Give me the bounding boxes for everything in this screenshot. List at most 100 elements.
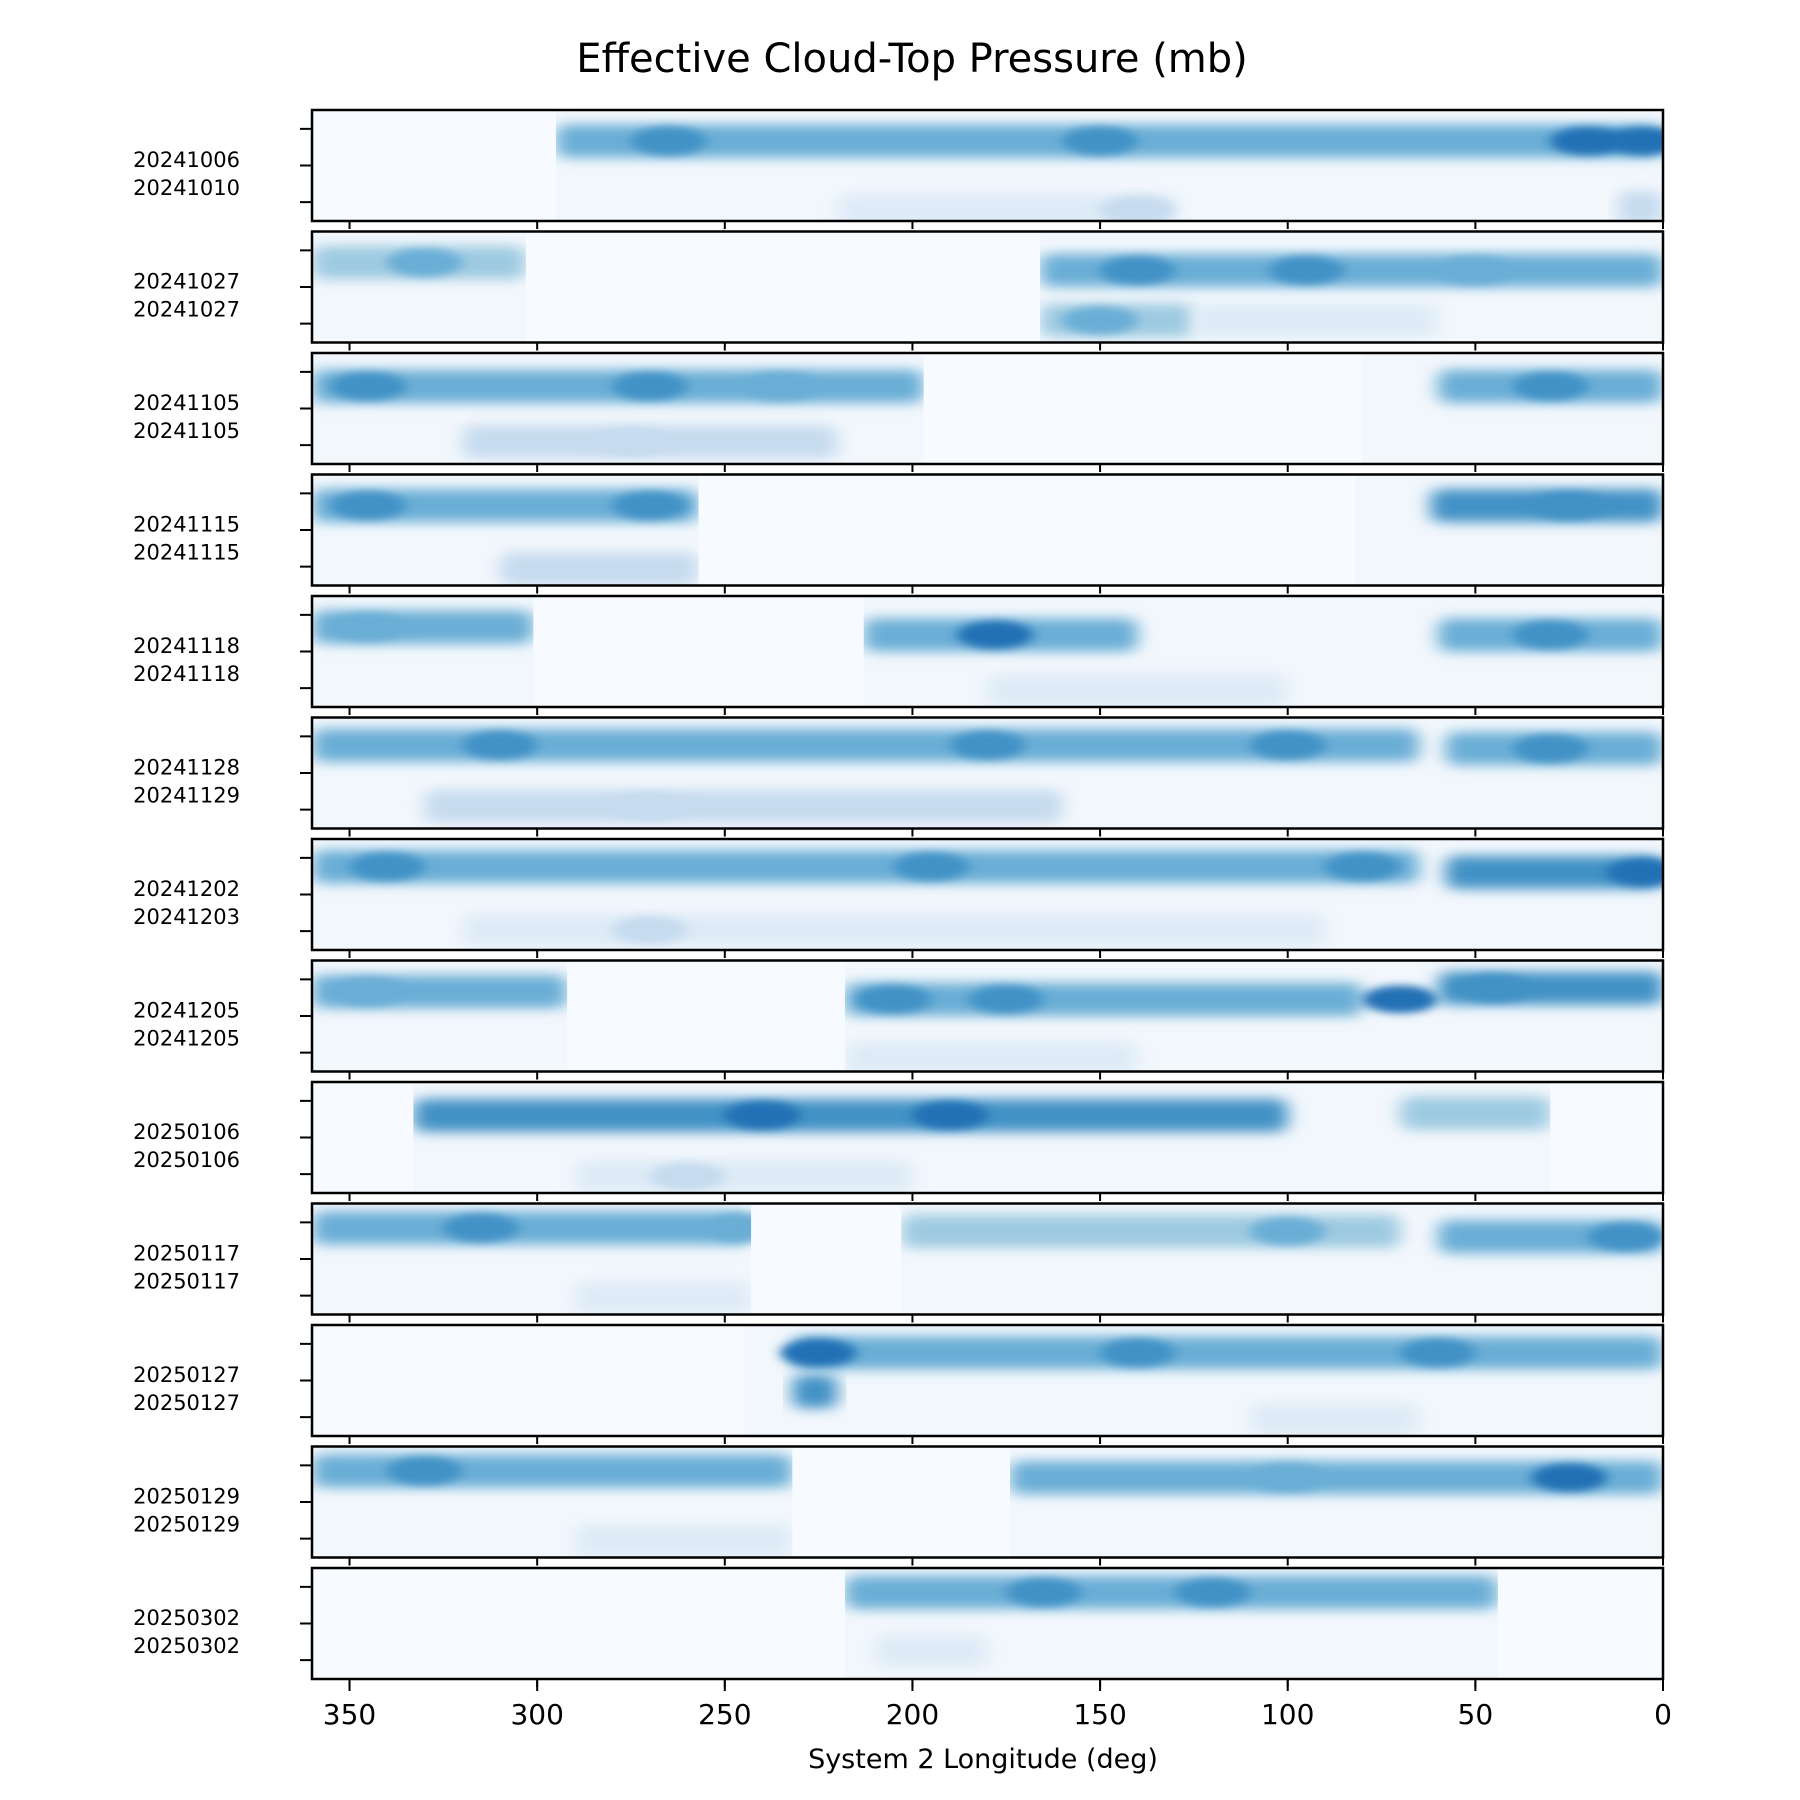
x-tick-label: 0 [1654, 1698, 1672, 1731]
heatmap-panel: 20241027 20241027 [133, 230, 1665, 351]
panel-date-label: 20250129 [133, 1485, 240, 1509]
cloud-peak [1606, 858, 1663, 887]
cloud-peak [1549, 127, 1626, 156]
panel-date-label: 20241202 [133, 877, 240, 901]
cloud-peak [1005, 1578, 1082, 1607]
cloud-peak [649, 1162, 726, 1191]
panel-date-label: 20250106 [133, 1120, 240, 1144]
cloud-peak [1512, 620, 1589, 649]
no-data-region [1497, 1568, 1663, 1679]
cloud-band [574, 1524, 793, 1558]
x-tick-label: 250 [698, 1698, 751, 1731]
cloud-peak [330, 977, 407, 1006]
no-data-region [1550, 1082, 1663, 1193]
cloud-peak [630, 127, 707, 156]
panel-date-label: 20241027 [133, 298, 240, 322]
heatmap-panel: 20250302 20250302 [133, 1566, 1665, 1687]
cloud-peak [893, 852, 970, 881]
cloud-peak [1437, 256, 1514, 285]
cloud-peak [1456, 974, 1533, 1003]
cloud-band [844, 1575, 1498, 1610]
heatmap-panel: 20250127 20250127 [133, 1323, 1665, 1444]
heatmap-panel: 20241202 20241203 [133, 837, 1665, 958]
x-tick-label: 150 [1073, 1698, 1126, 1731]
no-data-region [923, 353, 1363, 464]
cloud-peak [957, 620, 1034, 649]
cloud-band [499, 552, 699, 586]
cloud-peak [330, 491, 407, 520]
no-data-region [312, 1325, 744, 1436]
heatmap-panel: 20241115 20241115 [133, 473, 1665, 594]
panel-date-label: 20241129 [133, 784, 240, 808]
cloud-peak [1324, 852, 1401, 881]
cloud-band [1010, 1460, 1663, 1495]
x-tick-label: 50 [1458, 1698, 1494, 1731]
cloud-peak [1362, 985, 1439, 1014]
x-axis-label: System 2 Longitude (deg) [808, 1744, 1158, 1775]
no-data-region [312, 1568, 845, 1679]
heatmap-panel: 20241006 20241010 [133, 108, 1665, 229]
cloud-band [574, 1159, 913, 1193]
no-data-region [312, 110, 556, 221]
cloud-peak [442, 1213, 519, 1242]
x-tick-label: 200 [886, 1698, 939, 1731]
cloud-peak [611, 491, 688, 520]
cloud-band [837, 193, 1176, 221]
cloud-band [424, 789, 1063, 823]
cloud-band [1400, 1096, 1551, 1130]
cloud-band [844, 982, 1363, 1016]
x-tick-label: 300 [510, 1698, 563, 1731]
cloud-peak [855, 985, 932, 1014]
cloud-peak [330, 613, 407, 642]
cloud-peak [611, 372, 688, 401]
panel-date-label: 20241006 [133, 148, 240, 172]
panel-date-label: 20250106 [133, 1148, 240, 1172]
cloud-peak [1062, 127, 1139, 156]
cloud-peak [386, 248, 463, 277]
cloud-band [312, 728, 1420, 762]
no-data-region [698, 474, 1356, 586]
no-data-region [792, 1446, 1011, 1558]
cloud-peak [780, 1338, 857, 1367]
cloud-band [1250, 1402, 1420, 1436]
panel-date-label: 20241118 [133, 662, 240, 686]
no-data-region [751, 1203, 902, 1315]
no-data-region [533, 596, 864, 707]
panels: 20241006 20241010 20241027 20241027 20241105… [133, 108, 1665, 1687]
heatmap-panel: 20250117 20250117 [133, 1202, 1665, 1323]
cloud-band [1617, 191, 1663, 221]
cloud-band [312, 1454, 793, 1488]
cloud-peak [1249, 1463, 1326, 1492]
panel-date-label: 20241205 [133, 999, 240, 1023]
panel-date-label: 20241115 [133, 541, 240, 565]
cloud-peak [1174, 1578, 1251, 1607]
cloud-band [1040, 253, 1663, 287]
heatmap-panel: 20241128 20241129 [133, 716, 1665, 837]
cloud-peak [330, 372, 407, 401]
cloud-peak [1062, 306, 1139, 335]
cloud-peak [461, 731, 538, 760]
cloud-peak [911, 1101, 988, 1130]
cloud-peak [349, 852, 426, 881]
panel-date-label: 20241027 [133, 270, 240, 294]
heatmap-panel: 20250129 20250129 [133, 1445, 1665, 1566]
cloud-peak [949, 731, 1026, 760]
cloud-band [987, 673, 1288, 707]
cloud-band [844, 1041, 1138, 1072]
x-tick-label: 100 [1261, 1698, 1314, 1731]
panel-date-label: 20241105 [133, 419, 240, 443]
no-data-region [312, 1082, 414, 1193]
cloud-band [462, 913, 1326, 947]
no-data-region [567, 960, 845, 1072]
x-tick-label: 350 [323, 1698, 376, 1731]
cloud-peak [1099, 256, 1176, 285]
cloud-peak [1249, 1217, 1326, 1246]
chart-title: Effective Cloud-Top Pressure (mb) [576, 36, 1248, 82]
cloud-band [574, 1281, 752, 1315]
panel-date-label: 20250129 [133, 1513, 240, 1537]
heatmap-panel: 20241118 20241118 [133, 594, 1665, 715]
cloud-band [413, 1098, 1288, 1132]
cloud-peak [743, 372, 820, 401]
cloud-peak [592, 427, 669, 456]
cloud-band [1445, 855, 1663, 889]
